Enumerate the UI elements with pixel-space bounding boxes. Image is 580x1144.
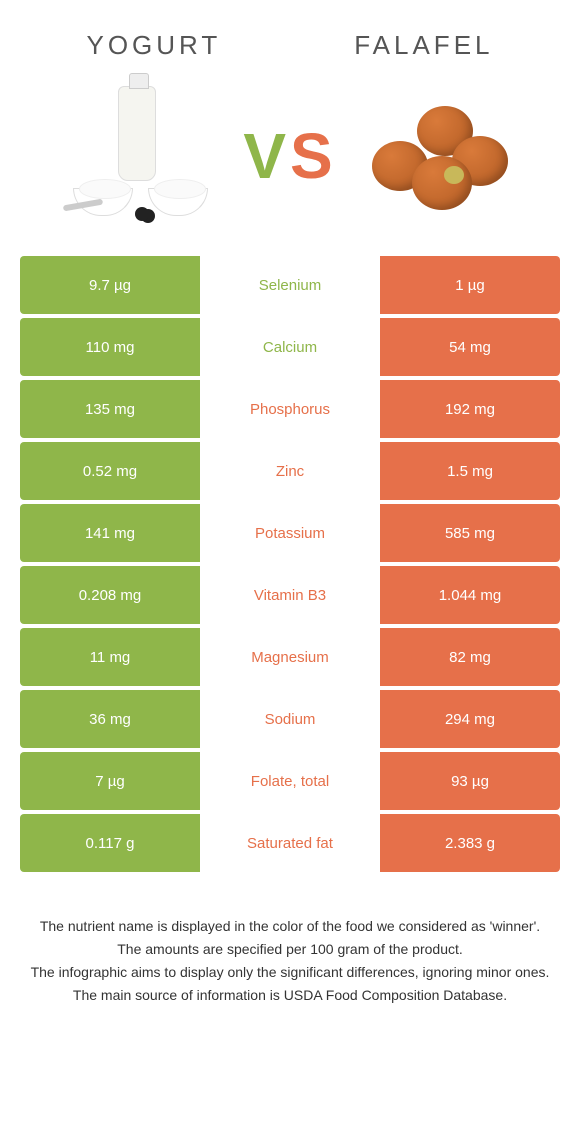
header: Yogurt Falafel	[0, 0, 580, 76]
food2-value: 294 mg	[380, 690, 560, 748]
yogurt-icon	[63, 86, 223, 226]
food1-image	[63, 86, 223, 226]
nutrient-table: 9.7 µgSelenium1 µg110 mgCalcium54 mg135 …	[0, 256, 580, 876]
food2-value: 585 mg	[380, 504, 560, 562]
footer-line: The nutrient name is displayed in the co…	[30, 916, 550, 937]
vs-row: VS	[0, 76, 580, 256]
table-row: 141 mgPotassium585 mg	[20, 504, 560, 562]
food1-value: 110 mg	[20, 318, 200, 376]
food1-value: 11 mg	[20, 628, 200, 686]
nutrient-label: Potassium	[200, 504, 380, 562]
food1-value: 0.52 mg	[20, 442, 200, 500]
table-row: 7 µgFolate, total93 µg	[20, 752, 560, 810]
food2-value: 54 mg	[380, 318, 560, 376]
footer-line: The amounts are specified per 100 gram o…	[30, 939, 550, 960]
food2-title: Falafel	[354, 30, 493, 61]
table-row: 0.117 gSaturated fat2.383 g	[20, 814, 560, 872]
food2-image	[357, 86, 517, 226]
nutrient-label: Phosphorus	[200, 380, 380, 438]
nutrient-label: Calcium	[200, 318, 380, 376]
food1-value: 141 mg	[20, 504, 200, 562]
table-row: 36 mgSodium294 mg	[20, 690, 560, 748]
food2-value: 192 mg	[380, 380, 560, 438]
table-row: 135 mgPhosphorus192 mg	[20, 380, 560, 438]
footer-line: The main source of information is USDA F…	[30, 985, 550, 1006]
food1-value: 135 mg	[20, 380, 200, 438]
nutrient-label: Sodium	[200, 690, 380, 748]
nutrient-label: Saturated fat	[200, 814, 380, 872]
food2-value: 2.383 g	[380, 814, 560, 872]
food2-value: 93 µg	[380, 752, 560, 810]
food1-value: 0.208 mg	[20, 566, 200, 624]
nutrient-label: Vitamin B3	[200, 566, 380, 624]
falafel-icon	[357, 86, 517, 226]
vs-label: VS	[243, 119, 336, 193]
nutrient-label: Zinc	[200, 442, 380, 500]
food1-value: 0.117 g	[20, 814, 200, 872]
nutrient-label: Selenium	[200, 256, 380, 314]
table-row: 0.52 mgZinc1.5 mg	[20, 442, 560, 500]
food2-value: 1 µg	[380, 256, 560, 314]
vs-v: V	[243, 119, 290, 193]
food1-value: 36 mg	[20, 690, 200, 748]
table-row: 0.208 mgVitamin B31.044 mg	[20, 566, 560, 624]
footer-notes: The nutrient name is displayed in the co…	[0, 876, 580, 1028]
food2-value: 82 mg	[380, 628, 560, 686]
food2-value: 1.044 mg	[380, 566, 560, 624]
nutrient-label: Magnesium	[200, 628, 380, 686]
table-row: 9.7 µgSelenium1 µg	[20, 256, 560, 314]
food1-value: 7 µg	[20, 752, 200, 810]
table-row: 110 mgCalcium54 mg	[20, 318, 560, 376]
food1-title: Yogurt	[86, 30, 221, 61]
food2-value: 1.5 mg	[380, 442, 560, 500]
food1-value: 9.7 µg	[20, 256, 200, 314]
footer-line: The infographic aims to display only the…	[30, 962, 550, 983]
table-row: 11 mgMagnesium82 mg	[20, 628, 560, 686]
vs-s: S	[290, 119, 337, 193]
nutrient-label: Folate, total	[200, 752, 380, 810]
